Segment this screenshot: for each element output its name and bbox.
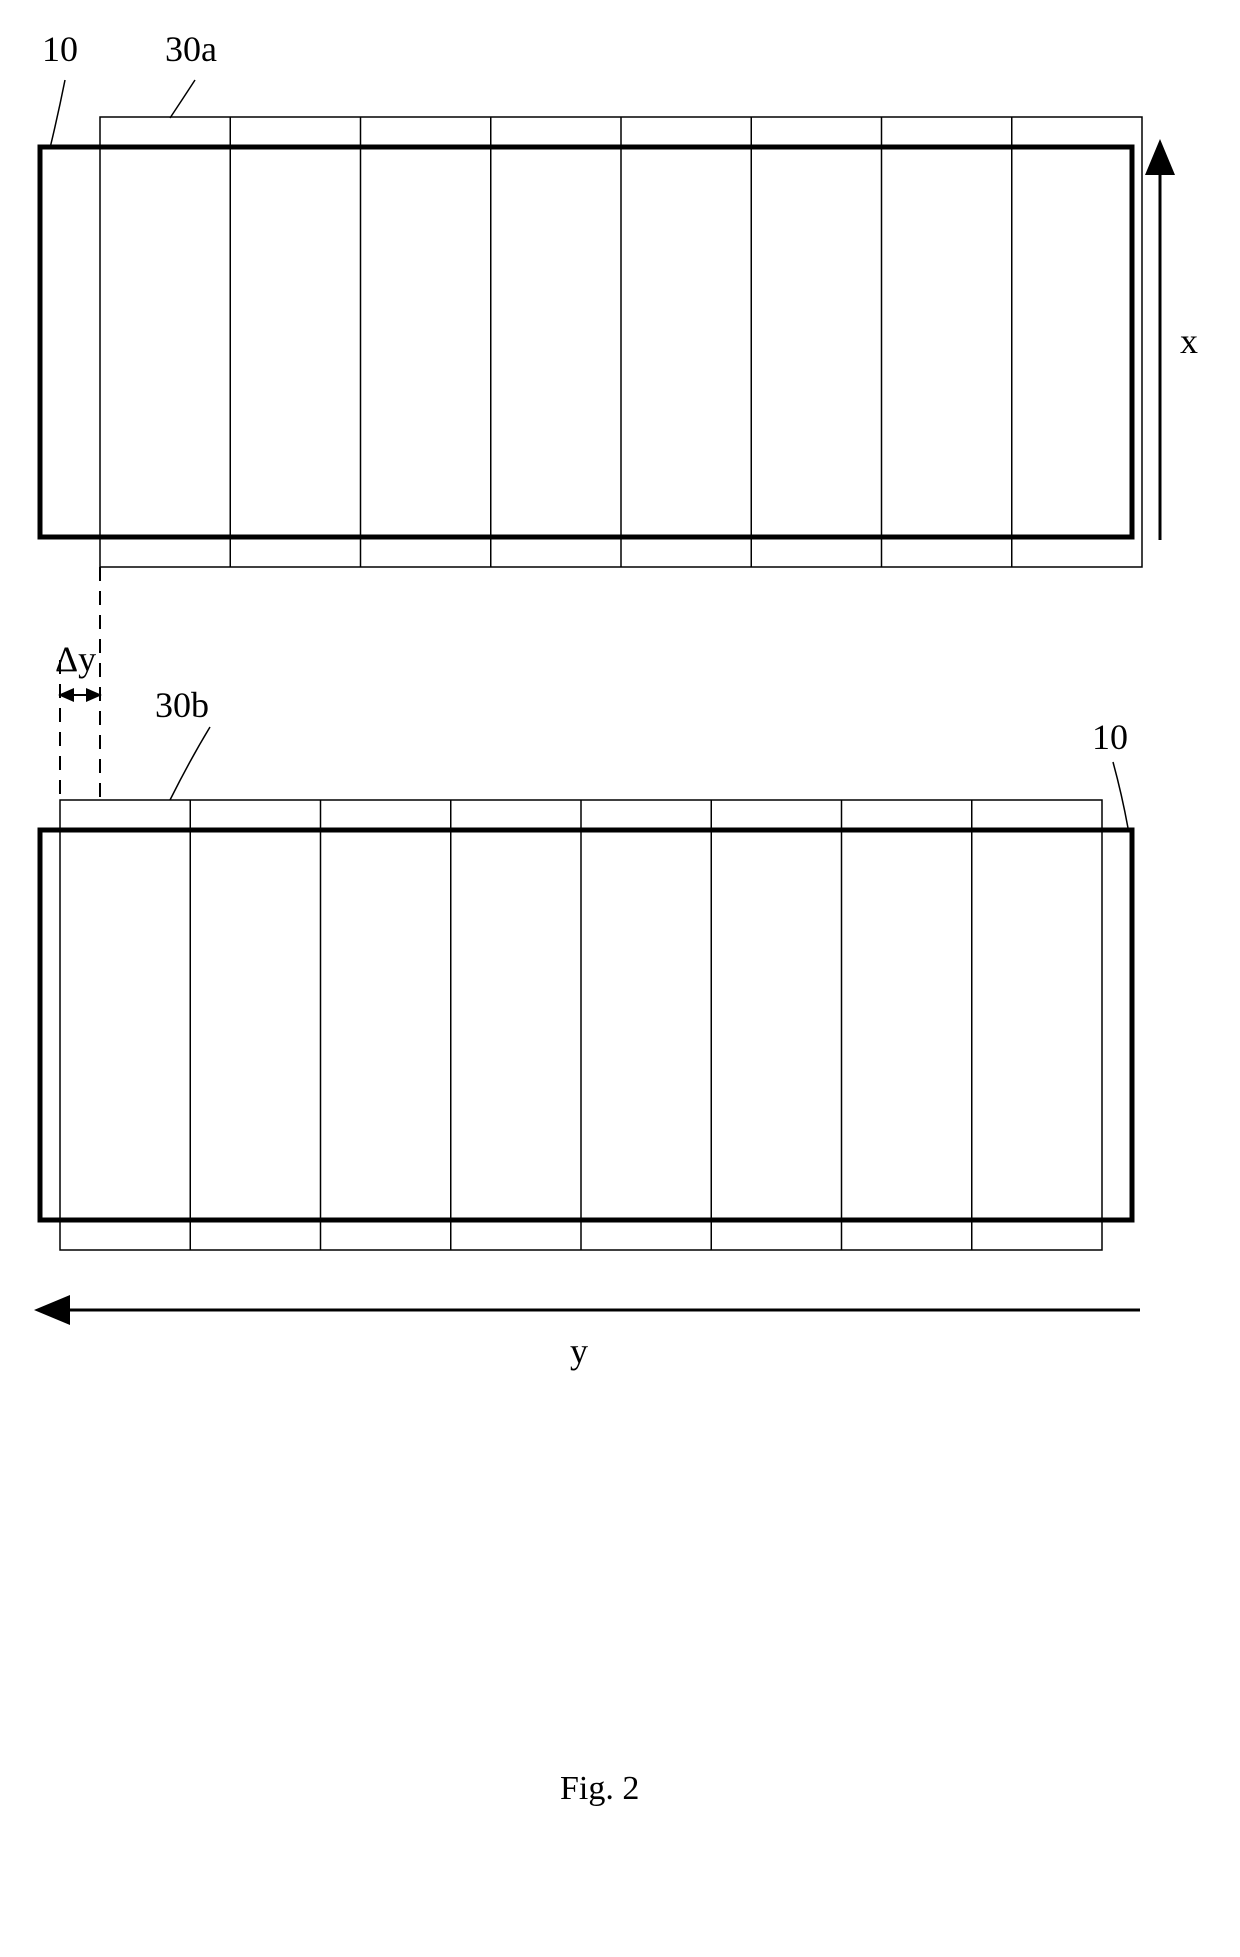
label-ref30a: 30a <box>165 28 217 70</box>
delta-y-dashed-guides <box>60 567 100 800</box>
leader-lines <box>50 80 1128 828</box>
label-ref30b: 30b <box>155 684 209 726</box>
top-assembly <box>40 117 1142 567</box>
bottom-assembly <box>40 800 1132 1250</box>
top-inner-grid <box>100 117 1142 567</box>
diagram-canvas <box>0 0 1240 1957</box>
label-y-axis: y <box>570 1330 588 1372</box>
label-ref10-bottom: 10 <box>1092 716 1128 758</box>
label-delta-y: Δy <box>55 638 96 680</box>
bottom-outer-rect <box>40 830 1132 1220</box>
top-outer-rect <box>40 147 1132 537</box>
bottom-inner-grid <box>60 800 1102 1250</box>
figure-caption: Fig. 2 <box>560 1770 639 1808</box>
label-ref10-top: 10 <box>42 28 78 70</box>
label-x-axis: x <box>1180 320 1198 362</box>
